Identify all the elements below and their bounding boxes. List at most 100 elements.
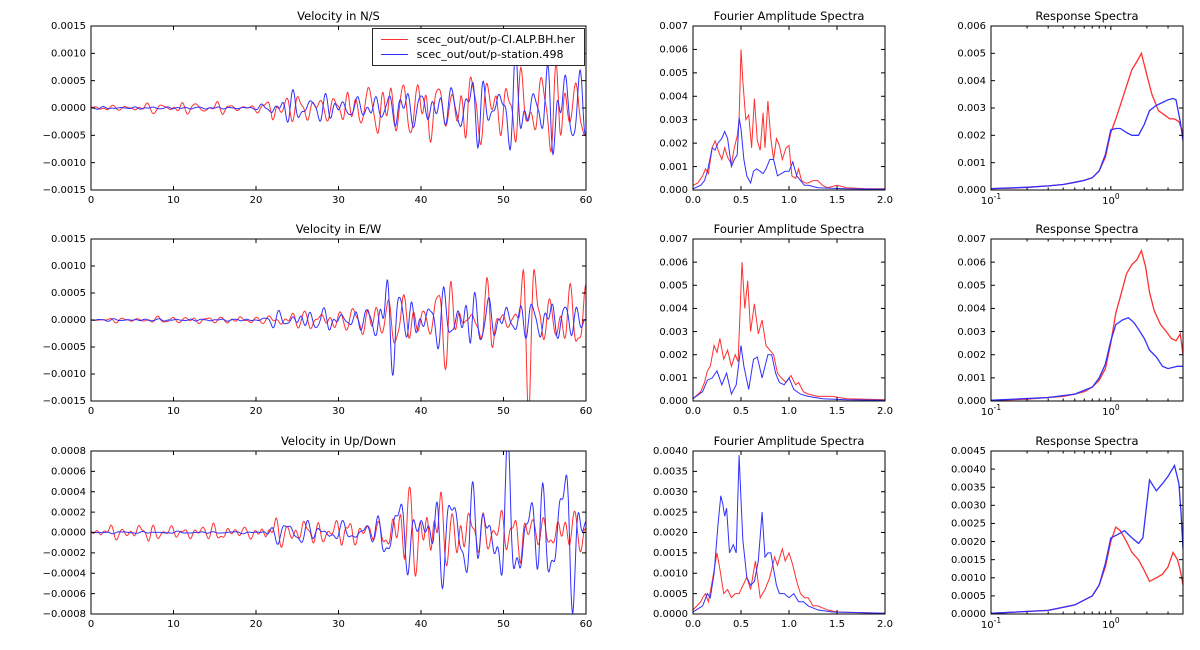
tick-labels: 10-1 100 0.000 0.001 0.002 0.003 0.004 0.005 0.0…: [957, 21, 1119, 207]
svg-text:0.0025: 0.0025: [653, 507, 688, 518]
svg-text:0.001: 0.001: [659, 373, 688, 384]
svg-text:0.006: 0.006: [957, 257, 986, 268]
svg-text:−0.0010: −0.0010: [43, 158, 86, 169]
svg-text:30: 30: [332, 619, 345, 630]
svg-text:−0.0008: −0.0008: [43, 609, 86, 620]
svg-text:0.0015: 0.0015: [653, 548, 688, 559]
title-fourier-r3: Fourier Amplitude Spectra: [713, 434, 865, 448]
series-blue: [91, 451, 586, 614]
tick-labels: 0.0 0.5 1.0 1.5 2.0 0.000 0.001 0.002 0.003 0.004…: [659, 21, 893, 206]
svg-text:10: 10: [167, 195, 180, 206]
series-blue: [991, 316, 1183, 401]
axes-frame: [692, 238, 886, 402]
svg-text:0.0: 0.0: [685, 619, 701, 630]
svg-text:0.007: 0.007: [957, 234, 986, 245]
axes-frame: [990, 238, 1184, 402]
svg-text:0.0025: 0.0025: [951, 519, 986, 530]
svg-text:0.001: 0.001: [659, 162, 688, 173]
subplot-r1c1: 0 10 20 30 40 50 60 −0.0015 −0.0010 −0.0005 0.0000…: [43, 21, 593, 206]
svg-text:0.0035: 0.0035: [951, 482, 986, 493]
svg-text:100: 100: [1102, 616, 1120, 631]
svg-text:10-1: 10-1: [981, 403, 1001, 418]
svg-text:0.004: 0.004: [957, 76, 986, 87]
title-response-r3: Response Spectra: [1035, 434, 1139, 448]
svg-text:0.002: 0.002: [957, 350, 986, 361]
svg-text:30: 30: [332, 406, 345, 417]
svg-text:0.007: 0.007: [659, 21, 688, 32]
svg-text:−0.0004: −0.0004: [43, 568, 86, 579]
svg-text:0.004: 0.004: [957, 304, 986, 315]
svg-text:30: 30: [332, 195, 345, 206]
svg-text:0: 0: [88, 195, 94, 206]
svg-text:0.004: 0.004: [659, 304, 688, 315]
svg-text:0.006: 0.006: [659, 257, 688, 268]
axes-frame: [990, 450, 1184, 615]
svg-text:0.0020: 0.0020: [951, 537, 986, 548]
legend-entry: scec_out/out/p-station.498: [380, 48, 575, 61]
svg-text:100: 100: [1102, 192, 1120, 207]
title-response-r2: Response Spectra: [1035, 222, 1139, 236]
ticks: [692, 25, 886, 191]
svg-text:0.005: 0.005: [957, 280, 986, 291]
svg-text:10: 10: [167, 619, 180, 630]
svg-text:0.5: 0.5: [733, 406, 749, 417]
tick-labels: 10-1 100 0.0000 0.0005 0.0010 0.0015 0.0020 0.0…: [951, 446, 1120, 631]
svg-text:10: 10: [167, 406, 180, 417]
svg-text:0.0002: 0.0002: [51, 507, 86, 518]
axes-frame: [692, 450, 886, 615]
subplot-r2c2: 0.0 0.5 1.0 1.5 2.0 0.000 0.001 0.002 0.003 0.004…: [659, 234, 893, 417]
legend-label: scec_out/out/p-CI.ALP.BH.her: [416, 33, 575, 46]
svg-text:1.0: 1.0: [781, 406, 797, 417]
svg-text:2.0: 2.0: [877, 195, 893, 206]
svg-text:60: 60: [580, 195, 593, 206]
svg-text:0.0005: 0.0005: [51, 288, 86, 299]
svg-text:0.0000: 0.0000: [51, 103, 86, 114]
svg-text:0.0000: 0.0000: [51, 315, 86, 326]
svg-text:−0.0010: −0.0010: [43, 369, 86, 380]
ticks: [90, 238, 587, 402]
svg-text:0.0: 0.0: [685, 406, 701, 417]
svg-text:0.0005: 0.0005: [653, 589, 688, 600]
ticks: [990, 238, 1183, 402]
subplot-r3c3: 10-1 100 0.0000 0.0005 0.0010 0.0015 0.0020 0.0…: [951, 446, 1184, 631]
svg-text:40: 40: [415, 406, 428, 417]
series-blue: [693, 117, 885, 190]
ticks: [990, 450, 1183, 615]
svg-text:0.0045: 0.0045: [951, 446, 986, 457]
svg-text:0.0010: 0.0010: [51, 261, 86, 272]
series-red: [991, 526, 1183, 614]
svg-text:0.003: 0.003: [957, 327, 986, 338]
svg-text:0.002: 0.002: [957, 131, 986, 142]
svg-text:20: 20: [250, 619, 263, 630]
svg-text:0.000: 0.000: [957, 185, 986, 196]
svg-text:10-1: 10-1: [981, 192, 1001, 207]
svg-text:0.004: 0.004: [659, 91, 688, 102]
legend-entry: scec_out/out/p-CI.ALP.BH.her: [380, 33, 575, 46]
svg-text:0.0010: 0.0010: [51, 49, 86, 60]
legend-label: scec_out/out/p-station.498: [416, 48, 564, 61]
svg-text:60: 60: [580, 406, 593, 417]
svg-text:−0.0005: −0.0005: [43, 131, 86, 142]
svg-text:0.5: 0.5: [733, 619, 749, 630]
svg-text:0.003: 0.003: [659, 327, 688, 338]
svg-text:40: 40: [415, 619, 428, 630]
svg-text:0.003: 0.003: [957, 103, 986, 114]
svg-text:0.000: 0.000: [957, 396, 986, 407]
svg-text:−0.0015: −0.0015: [43, 396, 86, 407]
series-red: [991, 248, 1183, 401]
svg-text:0.002: 0.002: [659, 350, 688, 361]
tick-labels: 0 10 20 30 40 50 60 −0.0015 −0.0010 −0.0005 0.0000…: [43, 234, 593, 417]
svg-text:0.002: 0.002: [659, 138, 688, 149]
subplot-r1c3: 10-1 100 0.000 0.001 0.002 0.003 0.004 0.005 0.0…: [957, 21, 1184, 207]
svg-text:1.5: 1.5: [829, 195, 845, 206]
series-red: [693, 546, 885, 614]
svg-text:60: 60: [580, 619, 593, 630]
svg-text:0.0040: 0.0040: [653, 446, 688, 457]
svg-text:0.0004: 0.0004: [51, 487, 86, 498]
svg-text:0.0035: 0.0035: [653, 467, 688, 478]
svg-text:0.0020: 0.0020: [653, 528, 688, 539]
title-response-r1: Response Spectra: [1035, 9, 1139, 23]
svg-text:−0.0002: −0.0002: [43, 548, 86, 559]
svg-text:0.0040: 0.0040: [951, 464, 986, 475]
